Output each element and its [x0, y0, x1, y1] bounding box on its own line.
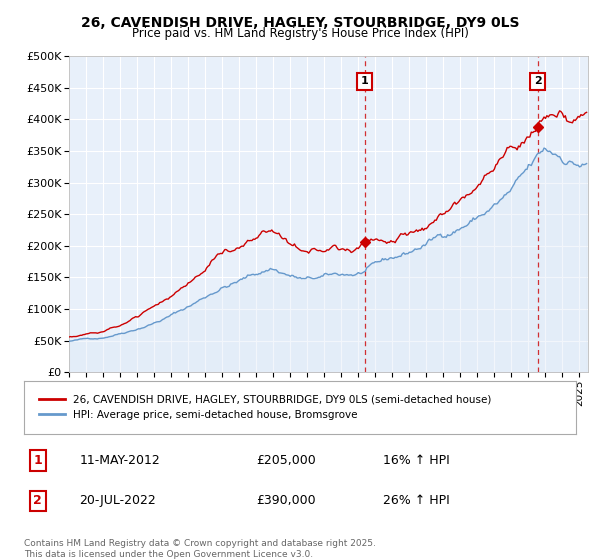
Text: 2: 2: [534, 76, 542, 86]
Text: 1: 1: [361, 76, 368, 86]
Text: 16% ↑ HPI: 16% ↑ HPI: [383, 454, 449, 467]
Text: 2: 2: [34, 494, 42, 507]
Text: 26, CAVENDISH DRIVE, HAGLEY, STOURBRIDGE, DY9 0LS: 26, CAVENDISH DRIVE, HAGLEY, STOURBRIDGE…: [81, 16, 519, 30]
Text: Price paid vs. HM Land Registry's House Price Index (HPI): Price paid vs. HM Land Registry's House …: [131, 27, 469, 40]
Text: £390,000: £390,000: [256, 494, 316, 507]
Text: Contains HM Land Registry data © Crown copyright and database right 2025.
This d: Contains HM Land Registry data © Crown c…: [24, 539, 376, 559]
Text: 1: 1: [34, 454, 42, 467]
Text: 11-MAY-2012: 11-MAY-2012: [79, 454, 160, 467]
Text: £205,000: £205,000: [256, 454, 316, 467]
Legend: 26, CAVENDISH DRIVE, HAGLEY, STOURBRIDGE, DY9 0LS (semi-detached house), HPI: Av: 26, CAVENDISH DRIVE, HAGLEY, STOURBRIDGE…: [35, 391, 496, 424]
Text: 26% ↑ HPI: 26% ↑ HPI: [383, 494, 449, 507]
Text: 20-JUL-2022: 20-JUL-2022: [79, 494, 156, 507]
